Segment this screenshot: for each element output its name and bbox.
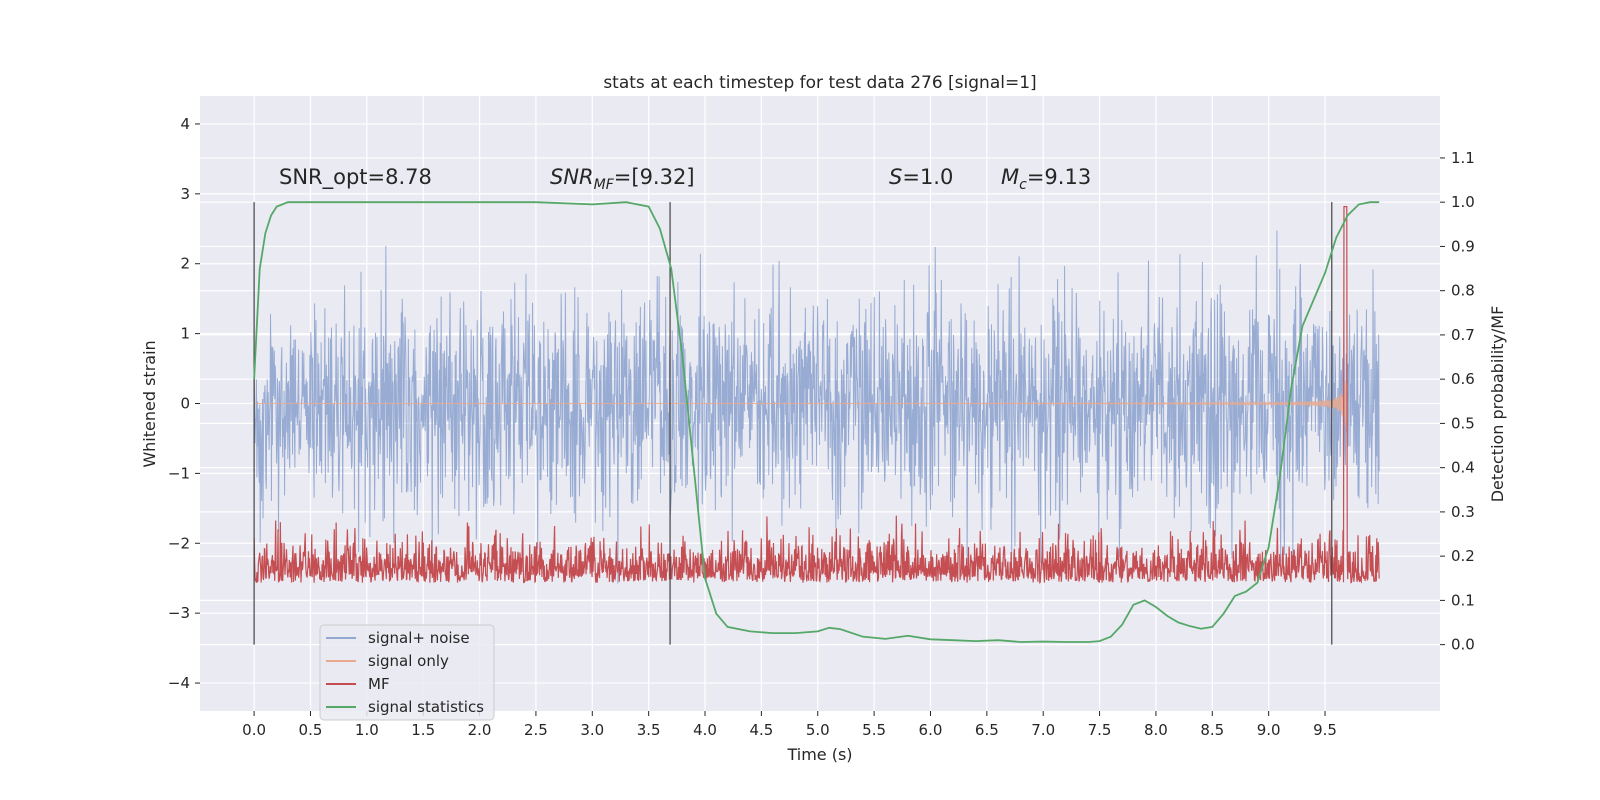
x-tick-label: 9.0	[1257, 721, 1281, 739]
x-tick-label: 2.5	[524, 721, 548, 739]
y2-tick-label: 0.6	[1451, 370, 1475, 388]
y-tick-label: −4	[168, 674, 190, 692]
annotation-s-var: S	[889, 165, 902, 189]
x-tick-label: 8.5	[1200, 721, 1224, 739]
annotation-mc-val: =9.13	[1027, 165, 1091, 189]
annotation-s-val: =1.0	[902, 165, 953, 189]
x-tick-label: 7.5	[1088, 721, 1112, 739]
series-signal-statistics	[253, 201, 1380, 643]
annotation-snr-mf: SNRMF=[9.32]	[550, 165, 695, 193]
annotation-s: S=1.0	[889, 165, 953, 189]
annotation-snr-mf-sub: MF	[594, 177, 615, 193]
y2-tick-label: 0.7	[1451, 326, 1475, 344]
y-tick-label: 0	[180, 395, 190, 413]
annotation-snr-mf-rest: =[9.32]	[614, 165, 695, 189]
x-tick-label: 6.0	[919, 721, 943, 739]
x-tick-label: 8.0	[1144, 721, 1168, 739]
x-axis-label: Time (s)	[786, 745, 852, 764]
legend-label-signal-statistics: signal statistics	[368, 698, 484, 716]
x-tick-label: 0.0	[242, 721, 266, 739]
x-tick-label: 1.5	[411, 721, 435, 739]
y2-axis-label: Detection probability/MF	[1488, 306, 1507, 503]
x-tick-label: 9.5	[1313, 721, 1337, 739]
y-axis-ticks: 4 3 2 1 0 −1 −2 −3 −4	[168, 115, 200, 692]
annotation-snr-opt: SNR_opt=8.78	[279, 165, 432, 190]
legend-box	[319, 624, 495, 721]
y2-tick-label: 0.9	[1451, 237, 1475, 255]
y-tick-label: 2	[180, 255, 190, 273]
x-tick-label: 4.5	[749, 721, 773, 739]
legend-label-signal-only: signal only	[368, 652, 449, 670]
x-tick-label: 2.0	[468, 721, 492, 739]
series-signal-noise	[253, 230, 1380, 584]
x-tick-label: 3.0	[580, 721, 604, 739]
y2-tick-label: 0.2	[1451, 547, 1475, 565]
y2-tick-label: 1.1	[1451, 149, 1475, 167]
y-tick-label: 4	[180, 115, 190, 133]
y2-tick-label: 0.8	[1451, 282, 1475, 300]
y-tick-label: 1	[180, 325, 190, 343]
legend: signal+ noise signal only MF signal stat…	[319, 624, 495, 721]
x-tick-label: 0.5	[299, 721, 323, 739]
y2-tick-label: 0.1	[1451, 591, 1475, 609]
y-axis-label: Whitened strain	[140, 340, 159, 467]
x-tick-label: 6.5	[975, 721, 999, 739]
y-tick-label: −1	[168, 464, 190, 482]
y2-axis-ticks: 1.1 1.0 0.9 0.8 0.7 0.6 0.5 0.4 0.3 0.2 0.1 0.0	[1440, 149, 1475, 654]
y-tick-label: −2	[168, 534, 190, 552]
y-tick-label: −3	[168, 604, 190, 622]
series-signal-only	[254, 380, 1347, 432]
x-tick-label: 7.0	[1031, 721, 1055, 739]
x-tick-label: 5.0	[806, 721, 830, 739]
series-layer	[253, 201, 1380, 645]
x-tick-label: 5.5	[862, 721, 886, 739]
legend-label-mf: MF	[368, 675, 390, 693]
y2-tick-label: 0.5	[1451, 414, 1475, 432]
annotation-snr-mf-main: SNR	[550, 165, 594, 189]
legend-label-signal-noise: signal+ noise	[368, 629, 470, 647]
chart-title: stats at each timestep for test data 276…	[603, 73, 1036, 93]
annotation-mc: Mc=9.13	[1001, 165, 1091, 193]
x-tick-label: 1.0	[355, 721, 379, 739]
series-mf	[253, 206, 1380, 584]
x-tick-label: 4.0	[693, 721, 717, 739]
y2-tick-label: 0.4	[1451, 459, 1475, 477]
y2-tick-label: 1.0	[1451, 193, 1475, 211]
x-tick-label: 3.5	[637, 721, 661, 739]
y2-tick-label: 0.3	[1451, 503, 1475, 521]
x-axis-ticks: 0.0 0.5 1.0 1.5 2.0 2.5 3.0 3.5 4.0 4.5 5.0 5.5 6.0 6…	[242, 711, 1337, 739]
annotation-mc-var: M	[1001, 165, 1019, 189]
y-tick-label: 3	[180, 185, 190, 203]
y2-tick-label: 0.0	[1451, 636, 1475, 654]
annotation-mc-sub: c	[1019, 177, 1027, 193]
